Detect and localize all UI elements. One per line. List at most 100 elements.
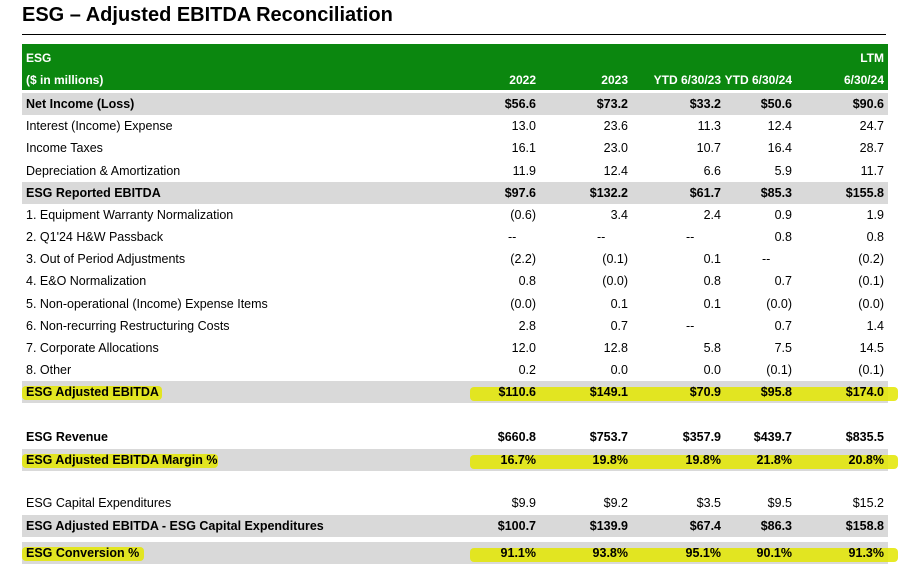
row-value-col-4: $155.8 (845, 186, 884, 200)
row-value-col-4: 20.8% (848, 453, 884, 467)
row-value-col-2: 10.7 (696, 141, 721, 155)
row-value-col-0: 91.1% (500, 546, 536, 560)
row-value-col-0: $110.6 (498, 385, 536, 399)
row-value-col-0: $660.8 (497, 430, 536, 444)
row-value-col-2: -- (686, 319, 695, 333)
row-value-col-3: 7.5 (774, 341, 792, 355)
header-ltm: LTM (860, 51, 884, 65)
table-row-esg-conversion: ESG Conversion % 91.1% 93.8% 95.1% 90.1% 91.3… (22, 542, 898, 564)
row-value-col-3: (0.1) (766, 363, 792, 377)
highlight-mark (22, 386, 162, 400)
row-value-col-0: (0.0) (510, 297, 536, 311)
row-value-col-3: $50.6 (760, 97, 792, 111)
row-value-col-3: 90.1% (756, 546, 792, 560)
header-col-2023: 2023 (601, 73, 628, 87)
row-value-col-0: $100.7 (497, 519, 536, 533)
row-label: ESG Adjusted EBITDA - ESG Capital Expend… (26, 519, 324, 533)
row-label: 7. Corporate Allocations (26, 341, 159, 355)
highlight-mark (470, 387, 898, 401)
row-value-col-3: 16.4 (767, 141, 792, 155)
table-row-income-taxes: Income Taxes 16.1 23.0 10.7 16.4 28.7 (22, 137, 888, 159)
row-value-col-2: 2.4 (703, 208, 721, 222)
row-value-col-0: 16.7% (500, 453, 536, 467)
table-row-net-income-loss: Net Income (Loss) $56.6 $73.2 $33.2 $50.6 $90… (22, 93, 888, 115)
row-value-col-2: 6.6 (703, 164, 721, 178)
row-label: 1. Equipment Warranty Normalization (26, 208, 234, 222)
row-value-col-1: -- (597, 230, 606, 244)
highlight-mark (470, 455, 898, 469)
row-label: ESG Capital Expenditures (26, 496, 172, 510)
row-value-col-2: $3.5 (696, 496, 721, 510)
highlight-mark (22, 547, 144, 561)
row-value-col-1: 93.8% (592, 546, 628, 560)
row-value-col-2: 95.1% (685, 546, 721, 560)
row-value-col-2: 0.0 (703, 363, 721, 377)
row-value-col-0: 11.9 (512, 164, 536, 178)
table-row-3-out-of-period-adjustments: 3. Out of Period Adjustments (2.2) (0.1) 0.… (22, 248, 888, 270)
table-row-esg-adjusted-ebitda: ESG Adjusted EBITDA $110.6 $149.1 $70.9 $95.… (22, 381, 898, 403)
table-row-5-non-operational-income-expense-items: 5. Non-operational (Income) Expense Item… (22, 293, 888, 315)
table-row-4-e-o-normalization: 4. E&O Normalization 0.8 (0.0) 0.8 0.7 (0.1) (22, 270, 888, 292)
row-value-col-2: 0.1 (703, 252, 721, 266)
row-value-col-3: 12.4 (767, 119, 792, 133)
table-row-7-corporate-allocations: 7. Corporate Allocations 12.0 12.8 5.8 7.5 14… (22, 337, 888, 359)
row-value-col-4: $15.2 (852, 496, 884, 510)
row-value-col-3: $9.5 (767, 496, 792, 510)
row-value-col-0: $56.6 (504, 97, 536, 111)
table-row-2-q1-24-h-w-passback: 2. Q1'24 H&W Passback -- -- -- 0.8 0.8 (22, 226, 888, 248)
table-row-1-equipment-warranty-normalization: 1. Equipment Warranty Normalization (0.6)… (22, 204, 888, 226)
row-value-col-1: 0.7 (610, 319, 628, 333)
row-label: 3. Out of Period Adjustments (26, 252, 186, 266)
row-value-col-3: 21.8% (756, 453, 792, 467)
row-value-col-1: $132.2 (589, 186, 628, 200)
row-value-col-4: 1.4 (866, 319, 884, 333)
row-value-col-4: 0.8 (866, 230, 884, 244)
row-value-col-4: 28.7 (859, 141, 884, 155)
row-value-col-4: $90.6 (852, 97, 884, 111)
row-value-col-3: 0.7 (774, 274, 792, 288)
row-value-col-0: 0.2 (518, 363, 536, 377)
highlight-mark (470, 548, 898, 562)
row-value-col-1: $73.2 (596, 97, 628, 111)
row-label: ESG Revenue (26, 430, 108, 444)
row-value-col-3: 0.8 (774, 230, 792, 244)
table-row-6-non-recurring-restructuring-costs: 6. Non-recurring Restructuring Costs 2.8 0… (22, 315, 888, 337)
title-underline (22, 34, 886, 35)
row-value-col-2: $67.4 (689, 519, 721, 533)
row-value-col-3: (0.0) (766, 297, 792, 311)
header-col-ytd-24: YTD 6/30/24 (724, 73, 792, 87)
row-label: ESG Adjusted EBITDA Margin % (26, 453, 218, 467)
row-label: Depreciation & Amortization (26, 164, 181, 178)
row-value-col-1: $149.1 (589, 385, 628, 399)
row-label: Income Taxes (26, 141, 103, 155)
header-col-2022: 2022 (509, 73, 536, 87)
row-value-col-3: 0.7 (774, 319, 792, 333)
row-value-col-0: 13.0 (511, 119, 536, 133)
row-value-col-0: (2.2) (510, 252, 536, 266)
row-value-col-4: 1.9 (866, 208, 884, 222)
table-row-esg-adjusted-ebitda-esg-capital-expenditures: ESG Adjusted EBITDA - ESG Capital Expend… (22, 515, 888, 537)
row-value-col-0: $9.9 (511, 496, 536, 510)
row-value-col-1: (0.0) (602, 274, 628, 288)
row-label: Interest (Income) Expense (26, 119, 173, 133)
row-value-col-4: 11.7 (860, 164, 884, 178)
row-value-col-1: (0.1) (602, 252, 628, 266)
row-value-col-1: 19.8% (592, 453, 628, 467)
row-value-col-1: $753.7 (589, 430, 628, 444)
row-value-col-3: -- (762, 252, 771, 266)
page-title: ESG – Adjusted EBITDA Reconciliation (22, 4, 393, 26)
row-value-col-3: $439.7 (753, 430, 792, 444)
table-header: ESG ($ in millions) LTM 2022 2023 YTD 6/… (22, 44, 888, 90)
table-row-esg-capital-expenditures: ESG Capital Expenditures $9.9 $9.2 $3.5 $9.5… (22, 492, 888, 514)
row-value-col-4: $158.8 (845, 519, 884, 533)
row-value-col-0: 2.8 (518, 319, 536, 333)
row-value-col-4: 14.5 (859, 341, 884, 355)
row-value-col-3: $95.8 (760, 385, 792, 399)
row-value-col-4: (0.0) (858, 297, 884, 311)
row-value-col-3: $86.3 (760, 519, 792, 533)
header-entity: ESG (26, 51, 52, 65)
row-value-col-4: 24.7 (859, 119, 884, 133)
row-value-col-0: 12.0 (511, 341, 536, 355)
row-value-col-0: (0.6) (510, 208, 536, 222)
header-units: ($ in millions) (26, 73, 104, 87)
